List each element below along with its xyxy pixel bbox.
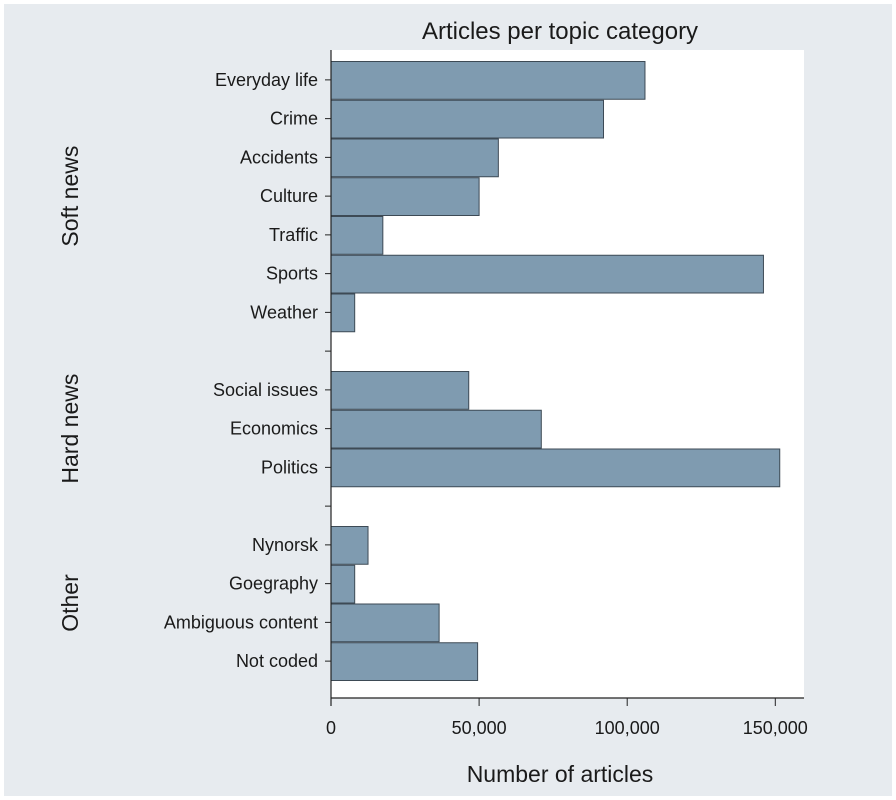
x-tick-label: 0 bbox=[326, 718, 336, 738]
x-axis-label: Number of articles bbox=[467, 761, 654, 787]
x-tick-label: 50,000 bbox=[452, 718, 507, 738]
category-label: Politics bbox=[261, 457, 318, 477]
category-label: Social issues bbox=[213, 380, 318, 400]
bar bbox=[330, 448, 781, 488]
bar bbox=[330, 61, 646, 100]
bar bbox=[330, 603, 440, 643]
bar bbox=[330, 409, 542, 449]
bar bbox=[330, 371, 470, 410]
bar bbox=[330, 216, 384, 255]
group-label: Hard news bbox=[57, 374, 83, 484]
category-label: Goegraphy bbox=[229, 574, 318, 594]
category-label: Not coded bbox=[236, 651, 318, 671]
category-label: Sports bbox=[266, 264, 318, 284]
category-label: Traffic bbox=[269, 225, 318, 245]
category-label: Everyday life bbox=[215, 70, 318, 90]
category-label: Economics bbox=[230, 419, 318, 439]
group-label: Soft news bbox=[57, 146, 83, 247]
bar bbox=[330, 99, 605, 139]
chart-title: Articles per topic category bbox=[422, 18, 698, 45]
category-label: Culture bbox=[260, 186, 318, 206]
bar bbox=[330, 254, 764, 294]
x-tick-label: 100,000 bbox=[595, 718, 660, 738]
category-label: Weather bbox=[250, 302, 318, 322]
bar bbox=[330, 177, 480, 216]
bar bbox=[330, 526, 369, 565]
bar bbox=[330, 293, 356, 333]
bar bbox=[330, 642, 479, 681]
category-label: Accidents bbox=[240, 147, 318, 167]
category-label: Ambiguous content bbox=[164, 612, 318, 632]
x-tick-label: 150,000 bbox=[743, 718, 808, 738]
category-label: Nynorsk bbox=[252, 535, 319, 555]
bar bbox=[330, 564, 356, 604]
bar bbox=[330, 138, 499, 178]
category-label: Crime bbox=[270, 109, 318, 129]
group-label: Other bbox=[57, 574, 83, 632]
